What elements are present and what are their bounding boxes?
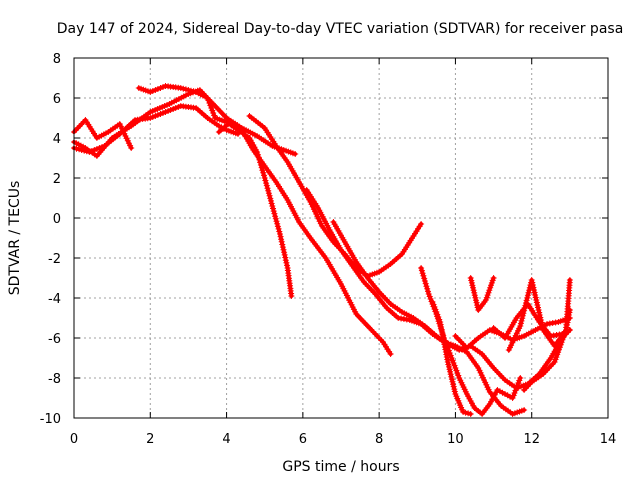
x-tick-label: 8 — [375, 432, 383, 447]
plus-markers — [467, 275, 497, 313]
sat-track-7 — [303, 187, 528, 417]
sat-track-10 — [429, 299, 474, 417]
sat-track-5 — [215, 119, 394, 357]
x-tick-label: 14 — [600, 432, 617, 447]
y-tick-label: -6 — [48, 332, 61, 347]
plus-markers — [215, 119, 394, 357]
grid-lines — [74, 58, 608, 418]
series-trace — [247, 114, 424, 278]
y-tick-label: 4 — [53, 132, 61, 147]
plus-markers — [303, 187, 528, 417]
x-tick-label: 12 — [523, 432, 540, 447]
x-tick-label: 4 — [222, 432, 230, 447]
y-tick-label: 8 — [53, 52, 61, 67]
x-axis-label: GPS time / hours — [282, 459, 399, 475]
x-tick-label: 10 — [447, 432, 464, 447]
y-tick-label: -2 — [48, 252, 61, 267]
y-axis-label: SDTVAR / TECUs — [7, 181, 23, 296]
x-tick-label: 6 — [299, 432, 307, 447]
series-trace — [216, 120, 393, 356]
y-tick-label: 0 — [53, 212, 61, 227]
y-tick-label: -10 — [40, 412, 61, 427]
plus-markers — [521, 307, 573, 393]
y-tick-label: 6 — [53, 92, 61, 107]
y-tick-label: -4 — [48, 292, 61, 307]
chart-title: Day 147 of 2024, Sidereal Day-to-day VTE… — [57, 21, 624, 37]
data-series — [71, 83, 573, 417]
x-tick-label: 0 — [70, 432, 78, 447]
plus-markers — [330, 219, 573, 391]
series-trace — [304, 188, 527, 416]
x-tick-label: 2 — [146, 432, 154, 447]
axis-ticks: 0 2 4 6 8 10 12 14 -10 -8 -6 -4 -2 0 2 4 6 8 — [40, 52, 617, 447]
y-tick-label: -8 — [48, 372, 61, 387]
plot-frame — [73, 57, 609, 419]
sat-track-15 — [521, 307, 573, 393]
plus-markers — [429, 299, 474, 417]
y-tick-label: 2 — [53, 172, 61, 187]
sat-track-12 — [467, 275, 497, 313]
